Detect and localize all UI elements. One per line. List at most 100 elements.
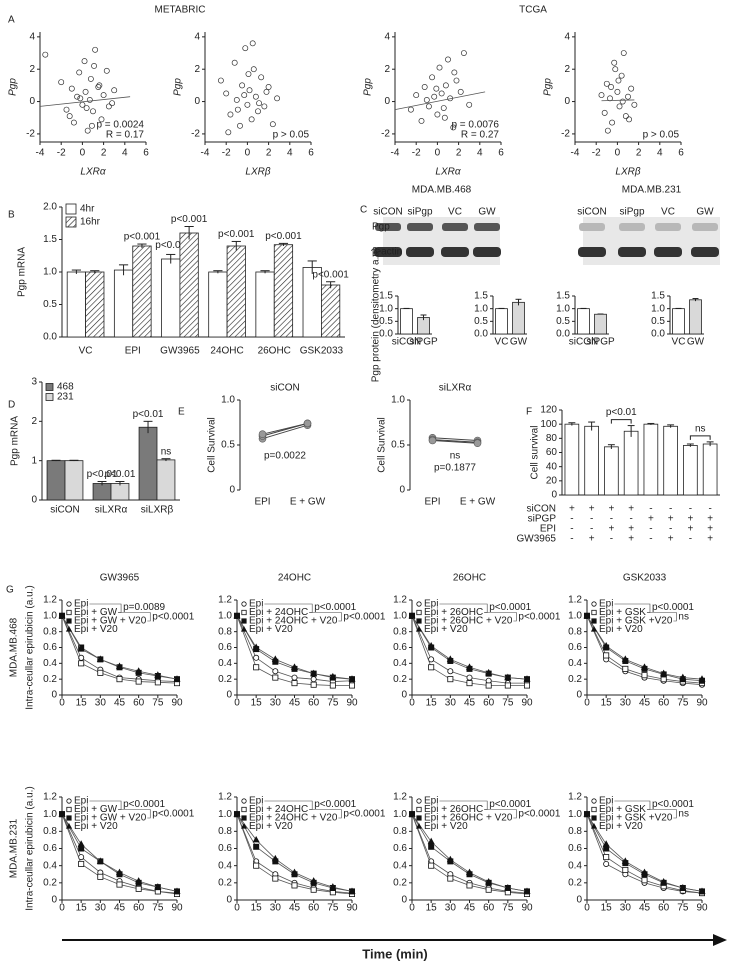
x-tick-label: 30 [445, 698, 457, 709]
comparison-bracket [309, 612, 342, 622]
marker [602, 840, 610, 847]
data-point [76, 69, 83, 76]
bar [208, 271, 228, 338]
marker [622, 665, 629, 672]
bar [594, 313, 607, 335]
y-tick-label: 1.0 [43, 809, 57, 820]
paired-line [262, 424, 308, 440]
legend-label: Epi + GW + V20 [74, 616, 147, 627]
column-title: GW3965 [100, 573, 140, 584]
x-tick-label: siCON [50, 505, 79, 516]
condition-sign: - [610, 534, 613, 545]
y-tick-label: 0 [51, 690, 57, 701]
y-tick-label: 0.6 [568, 843, 582, 854]
x-tick-label: -4 [36, 148, 45, 159]
condition-sign: - [649, 524, 652, 535]
y-tick-label: 2 [29, 64, 35, 75]
marker [524, 682, 531, 689]
data-point [429, 74, 436, 81]
condition-sign: + [707, 524, 713, 535]
y-axis-label: Pgp protein (densitometry a.u) [371, 248, 382, 383]
lane-label: siCON [373, 207, 402, 218]
data-point [223, 90, 230, 97]
data-point [86, 96, 93, 103]
comparison-label: ns [678, 808, 689, 819]
condition-sign: - [689, 504, 692, 515]
blot-row-label: Pgp [372, 222, 390, 233]
bar [64, 460, 84, 501]
y-tick-label: 0.8 [218, 826, 232, 837]
bar [179, 232, 199, 338]
condition-label: EPI [540, 524, 556, 535]
marker [78, 860, 85, 867]
marker [58, 810, 66, 817]
paired-line [262, 422, 308, 435]
legend-label: Epi + GSK +V20 [599, 616, 673, 627]
marker [135, 678, 142, 685]
x-tick-label: 15 [426, 903, 438, 914]
x-tick-label: 30 [445, 903, 457, 914]
data-point [274, 95, 281, 102]
x-tick-label: GW [510, 337, 528, 348]
condition-sign: + [648, 514, 654, 525]
x-tick-label: 15 [76, 903, 88, 914]
value-annotation: ns [161, 446, 172, 457]
legend-label: Epi + 24OHC + V20 [249, 813, 338, 824]
y-tick-label: 0.2 [218, 674, 232, 685]
value-annotation: p<0.01 [105, 469, 136, 480]
x-tick-label: siCON [392, 337, 421, 348]
y-tick-label: 120 [540, 405, 557, 416]
y-tick-label: -2 [191, 129, 200, 140]
legend-marker [241, 806, 247, 813]
legend-label: Epi [74, 796, 88, 807]
time-axis-label: Time (min) [362, 946, 428, 961]
data-point [611, 59, 618, 66]
x-tick-label: -4 [571, 148, 580, 159]
y-tick-label: 1.2 [218, 792, 232, 803]
blot-band [406, 247, 434, 257]
y-tick-label: 1.2 [218, 595, 232, 606]
data-point [245, 71, 252, 78]
marker [272, 668, 279, 675]
x-tick-label: 0 [584, 903, 590, 914]
blot-band [375, 223, 401, 231]
marker [698, 675, 706, 682]
y-axis-label: Pgp [8, 78, 19, 96]
x-tick-label: 90 [521, 698, 533, 709]
blot-band [473, 247, 501, 257]
data-point [225, 129, 232, 136]
y-tick-label: 0.6 [218, 642, 232, 653]
y-tick-label: 0 [226, 895, 232, 906]
data-point [631, 101, 638, 108]
legend-marker [416, 601, 422, 607]
x-tick-label: -2 [222, 148, 231, 159]
data-point [258, 74, 265, 81]
legend-label: Epi + V20 [249, 821, 293, 832]
bar [512, 301, 525, 335]
x-tick-label: 75 [327, 903, 339, 914]
comparison-bracket [610, 419, 632, 424]
y-tick-label: 0.6 [393, 642, 407, 653]
panel-letter: A [8, 15, 15, 26]
bar [577, 308, 590, 335]
condition-sign: - [590, 524, 593, 535]
bar [113, 269, 134, 338]
marker [640, 868, 649, 876]
legend-label: Epi [424, 599, 438, 610]
value-annotation: p<0.01 [87, 469, 118, 480]
data-point [436, 64, 443, 71]
data-point [441, 114, 448, 121]
x-tick-label: 0 [59, 698, 65, 709]
marker [504, 682, 511, 689]
marker [135, 667, 143, 674]
data-point [90, 108, 96, 115]
x-tick-label: 6 [308, 148, 314, 159]
marker [173, 887, 181, 894]
marker [428, 436, 437, 445]
chart-title: siCON [270, 383, 299, 394]
bar [672, 308, 685, 335]
marker [447, 676, 454, 683]
y-tick-label: 2.0 [43, 202, 57, 213]
comparison-bracket [484, 809, 517, 819]
data-point [233, 96, 240, 103]
